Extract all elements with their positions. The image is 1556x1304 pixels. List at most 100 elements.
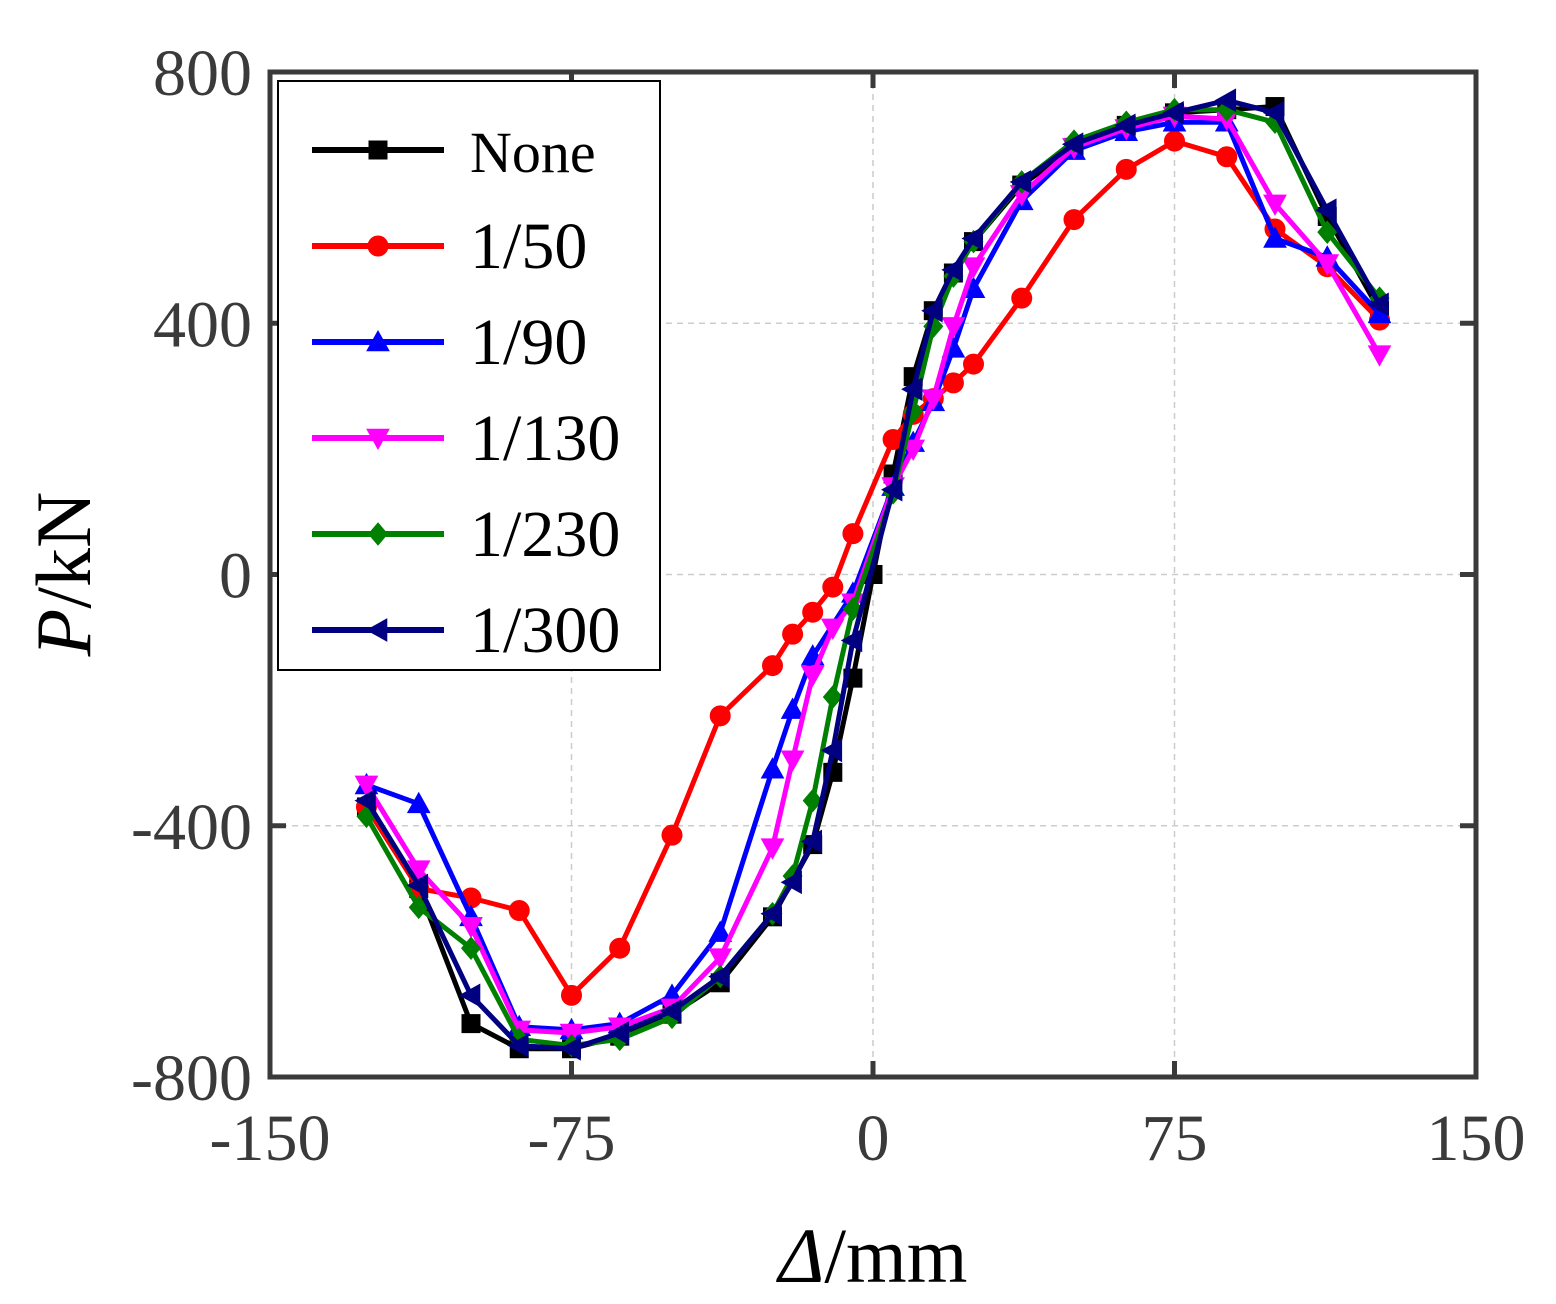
data-point-1-300: [1061, 132, 1084, 157]
data-point-1-300: [941, 258, 963, 282]
data-point-1-230: [802, 788, 823, 813]
data-point-1-90: [1263, 226, 1287, 248]
data-point-1-130: [459, 916, 483, 939]
data-point-1-300: [961, 226, 983, 251]
data-point-1-130: [760, 838, 785, 860]
y-tick-label: 800: [153, 37, 252, 110]
x-tick-label: -150: [210, 1102, 331, 1175]
data-point-1-50: [1063, 209, 1085, 231]
data-point-1-50: [782, 623, 804, 645]
data-point-1-300: [901, 377, 923, 402]
legend-label: 1/130: [470, 402, 620, 475]
data-point-1-50: [1216, 146, 1238, 168]
legend-label: 1/50: [470, 210, 587, 283]
data-point-1-300: [881, 477, 903, 502]
data-point-1-300: [1114, 113, 1136, 138]
data-point-1-300: [458, 983, 481, 1008]
data-point-1-50: [661, 824, 683, 846]
data-point-1-130: [1367, 345, 1392, 367]
legend-marker: [368, 140, 388, 160]
data-point-1-300: [780, 870, 802, 895]
data-point-1-230: [822, 685, 843, 709]
series-1-300: [354, 88, 1389, 1061]
data-point-1-50: [802, 601, 824, 623]
data-point-none: [461, 1014, 481, 1034]
data-point-1-130: [780, 750, 805, 772]
data-point-1-130: [941, 317, 966, 339]
data-point-1-130: [820, 618, 845, 640]
y-tick-label: 0: [219, 540, 252, 613]
data-point-1-130: [800, 665, 825, 688]
data-point-1-50: [609, 937, 631, 959]
data-point-1-300: [607, 1021, 630, 1045]
data-point-1-300: [1009, 170, 1032, 194]
legend-item-1-90: 1/90: [312, 306, 587, 379]
data-point-1-50: [842, 523, 864, 545]
data-point-1-50: [561, 984, 582, 1006]
legend-label: 1/300: [470, 594, 620, 667]
y-tick-label: 400: [153, 288, 252, 361]
data-point-1-50: [822, 576, 844, 598]
x-axis-symbol: Δ: [776, 1212, 825, 1299]
y-axis-symbol: P: [20, 609, 107, 658]
y-axis-title: P/kN: [20, 492, 107, 658]
data-point-1-230: [1317, 220, 1338, 244]
data-point-1-230: [903, 399, 924, 423]
data-point-1-130: [1315, 254, 1340, 276]
legend-item-1-50: 1/50: [312, 210, 587, 283]
data-point-1-90: [780, 697, 805, 719]
data-point-1-50: [508, 900, 530, 922]
data-point-1-50: [1011, 287, 1033, 309]
data-point-1-50: [1164, 130, 1185, 152]
legend-item-1-230: 1/230: [312, 498, 620, 571]
data-point-1-300: [659, 999, 682, 1023]
data-point-1-300: [820, 738, 843, 763]
legend-item-1-300: 1/300: [312, 594, 620, 667]
data-point-1-130: [708, 948, 733, 970]
legend-label: 1/90: [470, 306, 587, 379]
data-point-1-50: [762, 655, 783, 677]
data-point-1-130: [1263, 194, 1287, 216]
data-point-1-130: [354, 775, 379, 797]
axis-ticks: -150 -75 0 75 150 -800 -400 0 400 800: [131, 37, 1525, 1175]
x-axis-title: Δ/mm: [776, 1212, 968, 1299]
data-point-1-50: [709, 705, 731, 727]
data-point-1-300: [921, 298, 943, 323]
data-point-1-90: [760, 757, 785, 779]
series-layer: [354, 88, 1392, 1061]
legend-marker: [366, 428, 390, 451]
y-axis-unit: /kN: [20, 492, 107, 609]
legend-marker: [366, 329, 390, 352]
data-point-1-300: [1214, 88, 1237, 113]
legend-box: [277, 80, 661, 671]
data-point-1-300: [760, 901, 782, 926]
legend-item-none: None: [312, 120, 596, 185]
data-point-1-50: [942, 372, 964, 394]
data-point-1-130: [961, 257, 986, 279]
data-point-1-90: [708, 920, 733, 942]
legend: None 1/50 1/90 1/130 1/230 1/300: [277, 80, 661, 671]
legend-item-1-130: 1/130: [312, 402, 620, 475]
x-tick-label: -75: [528, 1102, 616, 1175]
legend-marker: [365, 618, 388, 642]
data-point-1-230: [460, 936, 482, 961]
data-point-1-130: [921, 389, 946, 411]
data-point-1-300: [559, 1036, 581, 1061]
data-point-1-130: [901, 439, 926, 461]
legend-marker: [367, 522, 389, 546]
data-point-1-90: [406, 791, 431, 814]
data-point-1-300: [507, 1033, 529, 1058]
data-point-1-300: [1315, 198, 1337, 223]
data-point-1-50: [1115, 158, 1137, 180]
data-point-1-50: [963, 353, 984, 375]
legend-label: None: [470, 120, 596, 185]
data-point-1-300: [840, 628, 863, 653]
data-point-1-300: [1162, 100, 1184, 125]
data-point-1-300: [1367, 292, 1389, 317]
x-tick-label: 150: [1427, 1102, 1526, 1175]
x-axis-unit: /mm: [824, 1212, 967, 1299]
legend-label: 1/230: [470, 498, 620, 571]
x-tick-label: 0: [857, 1102, 890, 1175]
data-point-1-130: [406, 860, 431, 882]
